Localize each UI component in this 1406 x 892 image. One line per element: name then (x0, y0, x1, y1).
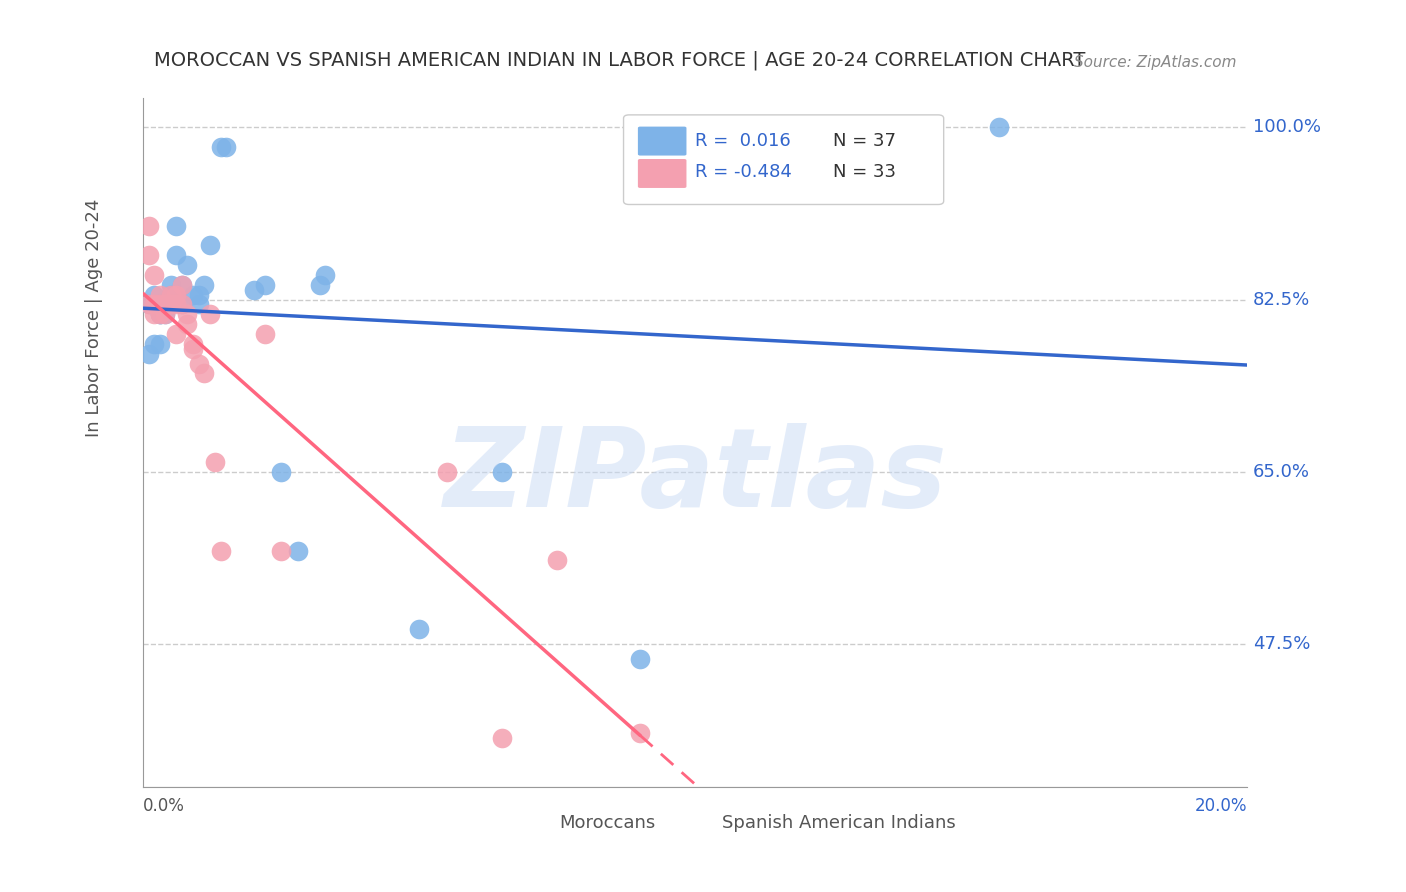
Point (160, 277, 183, 292)
Point (138, 297, 160, 311)
Text: 82.5%: 82.5% (1253, 291, 1310, 309)
Point (165, 248, 187, 262)
Text: 47.5%: 47.5% (1253, 635, 1310, 653)
Point (253, 277, 276, 292)
Point (187, 297, 209, 311)
Text: In Labor Force | Age 20-24: In Labor Force | Age 20-24 (84, 199, 103, 437)
Point (170, 297, 193, 311)
Point (170, 297, 193, 311)
Text: 20.0%: 20.0% (1195, 797, 1247, 814)
Point (176, 258, 198, 272)
Point (138, 248, 160, 262)
Point (143, 268, 166, 282)
Point (287, 543, 309, 558)
Point (176, 307, 198, 321)
Point (165, 297, 187, 311)
Text: N = 33: N = 33 (834, 163, 896, 181)
Text: MOROCCAN VS SPANISH AMERICAN INDIAN IN LABOR FORCE | AGE 20-24 CORRELATION CHART: MOROCCAN VS SPANISH AMERICAN INDIAN IN L… (155, 51, 1085, 70)
Point (546, 553, 568, 567)
Point (155, 297, 177, 311)
Point (170, 277, 193, 292)
Point (176, 317, 198, 331)
Point (138, 297, 160, 311)
Point (270, 543, 292, 558)
Point (155, 307, 177, 321)
Point (143, 297, 166, 311)
Point (155, 307, 177, 321)
Point (309, 277, 332, 292)
Point (187, 357, 209, 371)
Point (193, 367, 215, 381)
Point (209, 140, 232, 154)
Text: R =  0.016: R = 0.016 (696, 132, 792, 150)
Point (155, 297, 177, 311)
Point (628, 725, 651, 739)
Point (987, 120, 1010, 135)
Point (165, 287, 187, 301)
Point (143, 297, 166, 311)
Point (242, 283, 264, 297)
Text: N = 37: N = 37 (834, 132, 896, 150)
FancyBboxPatch shape (623, 115, 943, 204)
Point (215, 140, 238, 154)
Point (170, 277, 193, 292)
Point (198, 307, 221, 321)
Point (657, 135, 679, 149)
Point (209, 543, 232, 558)
Point (160, 287, 183, 301)
Point (628, 652, 651, 666)
Point (165, 326, 187, 341)
Text: 100.0%: 100.0% (1253, 119, 1320, 136)
Point (138, 219, 160, 233)
Text: 65.0%: 65.0% (1253, 463, 1310, 481)
Point (198, 238, 221, 252)
Text: Source: ZipAtlas.com: Source: ZipAtlas.com (1074, 55, 1236, 70)
Point (491, 465, 513, 479)
Point (149, 287, 172, 301)
Text: ZIPatlas: ZIPatlas (443, 423, 948, 530)
Point (436, 465, 458, 479)
Text: R = -0.484: R = -0.484 (696, 163, 792, 181)
Point (149, 307, 172, 321)
Text: Moroccans: Moroccans (558, 814, 655, 832)
Point (160, 287, 183, 301)
Point (491, 731, 513, 745)
Point (181, 342, 204, 356)
Point (270, 465, 292, 479)
Point (155, 302, 177, 317)
Point (149, 297, 172, 311)
Point (314, 268, 336, 282)
Point (160, 297, 183, 311)
Point (149, 307, 172, 321)
Point (165, 219, 187, 233)
Point (143, 336, 166, 351)
Point (138, 346, 160, 360)
Point (193, 277, 215, 292)
Point (149, 297, 172, 311)
Text: Spanish American Indians: Spanish American Indians (721, 814, 956, 832)
FancyBboxPatch shape (516, 811, 548, 833)
Point (253, 326, 276, 341)
Point (187, 287, 209, 301)
Point (181, 287, 204, 301)
Point (204, 455, 226, 469)
Point (143, 287, 166, 301)
Point (149, 307, 172, 321)
FancyBboxPatch shape (731, 811, 763, 833)
Text: 0.0%: 0.0% (143, 797, 186, 814)
Point (181, 336, 204, 351)
Point (408, 623, 430, 637)
FancyBboxPatch shape (638, 159, 686, 188)
Point (149, 336, 172, 351)
FancyBboxPatch shape (638, 127, 686, 155)
Point (143, 307, 166, 321)
